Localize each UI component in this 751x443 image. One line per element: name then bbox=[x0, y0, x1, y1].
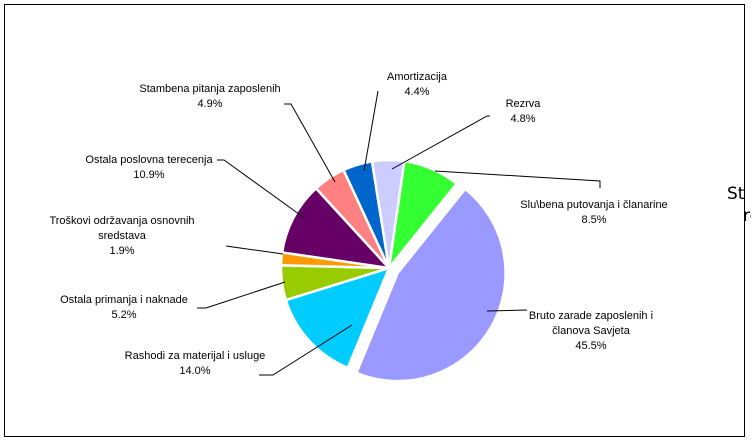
side-text-line-2: re bbox=[743, 206, 751, 226]
slice-name-label: Rashodi za materijal i usluge bbox=[125, 350, 266, 362]
leader-line bbox=[225, 245, 284, 255]
slice-name-label: Troškovi održavanja osnovnih bbox=[49, 215, 194, 227]
slice-percent-label: 14.0% bbox=[179, 365, 210, 377]
slice-name-label: Stambena pitanja zaposlenih bbox=[139, 83, 280, 95]
slice-name-label: sredstava bbox=[98, 230, 147, 242]
pie-slice bbox=[370, 158, 406, 269]
slice-name-label: Rezrva bbox=[506, 98, 542, 110]
leader-line bbox=[434, 170, 601, 188]
slice-percent-label: 4.8% bbox=[510, 113, 535, 125]
leader-line bbox=[486, 309, 528, 312]
leader-line bbox=[391, 115, 490, 170]
leader-line bbox=[363, 90, 379, 172]
slice-percent-label: 8.5% bbox=[581, 214, 606, 226]
pie-slice bbox=[280, 186, 393, 270]
slice-percent-label: 45.5% bbox=[575, 340, 606, 352]
chart-frame: Slu\bena putovanja i članarine 8.5% Bruto … bbox=[4, 4, 745, 437]
leader-line bbox=[197, 281, 286, 309]
slice-name-label: Slu\bena putovanja i članarine bbox=[520, 199, 667, 211]
slice-percent-label: 1.9% bbox=[109, 245, 134, 257]
pie-slice bbox=[354, 187, 507, 383]
slice-name-label: Bruto zarade zaposlenih i bbox=[529, 310, 653, 322]
pie-chart: Slu\bena putovanja i članarine 8.5% Bruto … bbox=[49, 71, 668, 383]
side-text: St re bbox=[727, 183, 751, 227]
slice-percent-label: 10.9% bbox=[133, 169, 164, 181]
slice-percent-label: 4.4% bbox=[404, 86, 429, 98]
leader-line bbox=[284, 103, 336, 183]
slice-name-label: članova Savjeta bbox=[552, 325, 631, 337]
leader-line bbox=[259, 324, 353, 376]
slice-percent-label: 4.9% bbox=[197, 98, 222, 110]
slice-percent-label: 5.2% bbox=[111, 309, 136, 321]
slice-name-label: Ostala primanja i naknade bbox=[60, 294, 188, 306]
side-text-line-1: St bbox=[727, 184, 745, 204]
leader-line bbox=[217, 159, 304, 218]
slice-name-label: Amortizacija bbox=[387, 71, 448, 83]
slice-name-label: Ostala poslovna terecenja bbox=[85, 154, 213, 166]
